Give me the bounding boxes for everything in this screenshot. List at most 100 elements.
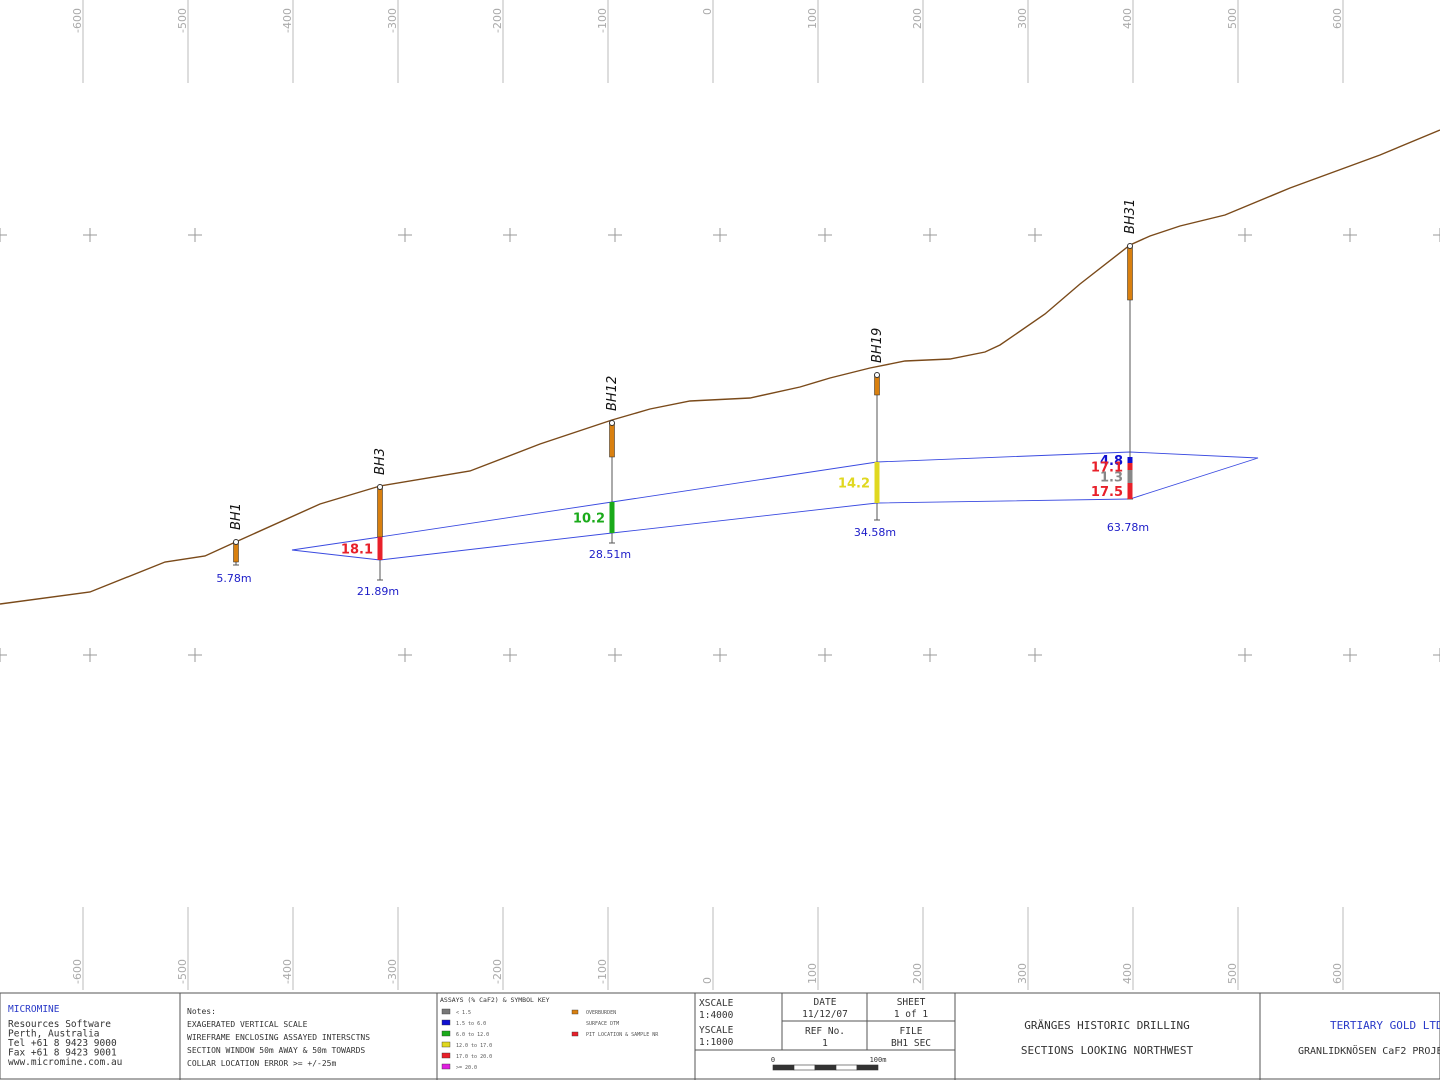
hole-depth: 34.58m	[854, 526, 896, 539]
company-line: www.micromine.com.au	[8, 1057, 122, 1068]
hole-name: BH1	[229, 503, 244, 530]
key-label: 6.0 to 12.0	[456, 1032, 489, 1038]
scale-bar-start: 0	[771, 1056, 775, 1064]
key-swatch	[441, 1063, 451, 1070]
sheet-label: SHEET	[897, 997, 926, 1008]
notes-line: WIREFRAME ENCLOSING ASSAYED INTERSCTNS	[187, 1033, 370, 1042]
date-label: DATE	[814, 997, 837, 1008]
file: BH1 SEC	[891, 1038, 931, 1049]
assay-interval	[377, 537, 383, 560]
hole-name: BH19	[870, 328, 885, 363]
tick-label: -500	[176, 8, 189, 33]
hole-depth: 21.89m	[357, 585, 399, 598]
tick-label: -500	[176, 959, 189, 984]
scale-bar	[772, 1064, 795, 1071]
symbol-label: SURFACE DTM	[586, 1021, 619, 1027]
collar	[874, 372, 880, 378]
overburden	[1127, 245, 1133, 301]
key-label: 1.5 to 6.0	[456, 1021, 486, 1027]
company-line: Perth, Australia	[8, 1029, 100, 1040]
tick-label: -600	[71, 959, 84, 984]
hole-depth: 28.51m	[589, 548, 631, 561]
notes-line: EXAGERATED VERTICAL SCALE	[187, 1020, 308, 1029]
assay-interval	[609, 502, 615, 533]
scale-bar	[835, 1064, 858, 1071]
assay-interval	[1127, 457, 1133, 463]
tick-label: -600	[71, 8, 84, 33]
client-line: GRANLIDKNÖSEN CaF2 PROJECT	[1298, 1044, 1440, 1057]
assay-grade: 14.2	[838, 477, 870, 492]
tick-label: 300	[1016, 8, 1029, 29]
assay-grade: 18.1	[341, 543, 373, 558]
tick-label: 600	[1331, 963, 1344, 984]
company-name: MICROMINE	[8, 1004, 60, 1015]
xscale-label: XSCALE	[699, 998, 734, 1009]
ref: 1	[822, 1038, 828, 1049]
tick-label: -400	[281, 8, 294, 33]
assay-grade: 4.8	[1100, 454, 1123, 469]
overburden	[609, 422, 615, 458]
tick-label: 200	[911, 963, 924, 984]
collar	[609, 420, 615, 426]
assay-interval	[1127, 470, 1133, 483]
assay-interval	[1127, 463, 1133, 470]
key-label: >= 20.0	[456, 1065, 477, 1071]
tick-label: 400	[1121, 963, 1134, 984]
key-swatch	[441, 1052, 451, 1059]
company-line: Resources Software	[8, 1019, 111, 1030]
company-line: Fax +61 8 9423 9001	[8, 1048, 117, 1059]
assay-interval	[1127, 483, 1133, 499]
client-line: TERTIARY GOLD LTD	[1330, 1019, 1440, 1032]
date: 11/12/07	[802, 1009, 848, 1020]
wireframe	[291, 451, 1259, 561]
tick-label: 100	[806, 963, 819, 984]
key-swatch	[441, 1019, 451, 1026]
scale-bar	[856, 1064, 879, 1071]
notes-line: SECTION WINDOW 50m AWAY & 50m TOWARDS	[187, 1046, 365, 1055]
assay-grade: 17.1	[1091, 461, 1123, 476]
notes-heading: Notes:	[187, 1007, 216, 1016]
assay-grade: 1.3	[1100, 471, 1123, 486]
tick-label: 0	[701, 8, 714, 15]
hole-name: BH12	[605, 376, 620, 411]
overburden	[377, 486, 383, 538]
xscale: 1:4000	[699, 1010, 734, 1021]
ref-label: REF No.	[805, 1026, 845, 1037]
scale-bar-end: 100m	[870, 1056, 887, 1064]
key-label: < 1.5	[456, 1010, 471, 1016]
assay-grade: 10.2	[573, 512, 605, 527]
tick-label: 200	[911, 8, 924, 29]
key-heading: ASSAYS (% CaF2) & SYMBOL KEY	[440, 996, 550, 1004]
tick-label: 400	[1121, 8, 1134, 29]
hole-name: BH3	[373, 448, 388, 475]
tick-label: -200	[491, 959, 504, 984]
company-line: Tel +61 8 9423 9000	[8, 1038, 117, 1049]
key-swatch	[441, 1030, 451, 1037]
collar	[377, 484, 383, 490]
file-label: FILE	[900, 1026, 923, 1037]
key-swatch	[441, 1008, 451, 1015]
assay-interval	[874, 462, 880, 503]
tick-label: 0	[701, 977, 714, 984]
symbol-swatch	[572, 1021, 578, 1025]
tick-label: -300	[386, 8, 399, 33]
tick-label: -300	[386, 959, 399, 984]
hole-depth: 5.78m	[216, 572, 251, 585]
assay-grade: 17.5	[1091, 485, 1123, 500]
surface-dtm	[0, 129, 1440, 605]
collar	[1127, 243, 1133, 249]
scale-bar	[814, 1064, 837, 1071]
yscale-label: YSCALE	[699, 1025, 734, 1036]
title-line: GRÄNGES HISTORIC DRILLING	[1024, 1019, 1190, 1032]
symbol-swatch	[571, 1031, 579, 1037]
yscale: 1:1000	[699, 1037, 734, 1048]
tick-label: -400	[281, 959, 294, 984]
symbol-label: OVERBURDEN	[586, 1010, 616, 1016]
tick-label: -100	[596, 959, 609, 984]
key-swatch	[441, 1041, 451, 1048]
key-label: 17.0 to 20.0	[456, 1054, 492, 1060]
scale-bar	[793, 1064, 816, 1071]
tick-label: 600	[1331, 8, 1344, 29]
collar	[233, 539, 239, 545]
